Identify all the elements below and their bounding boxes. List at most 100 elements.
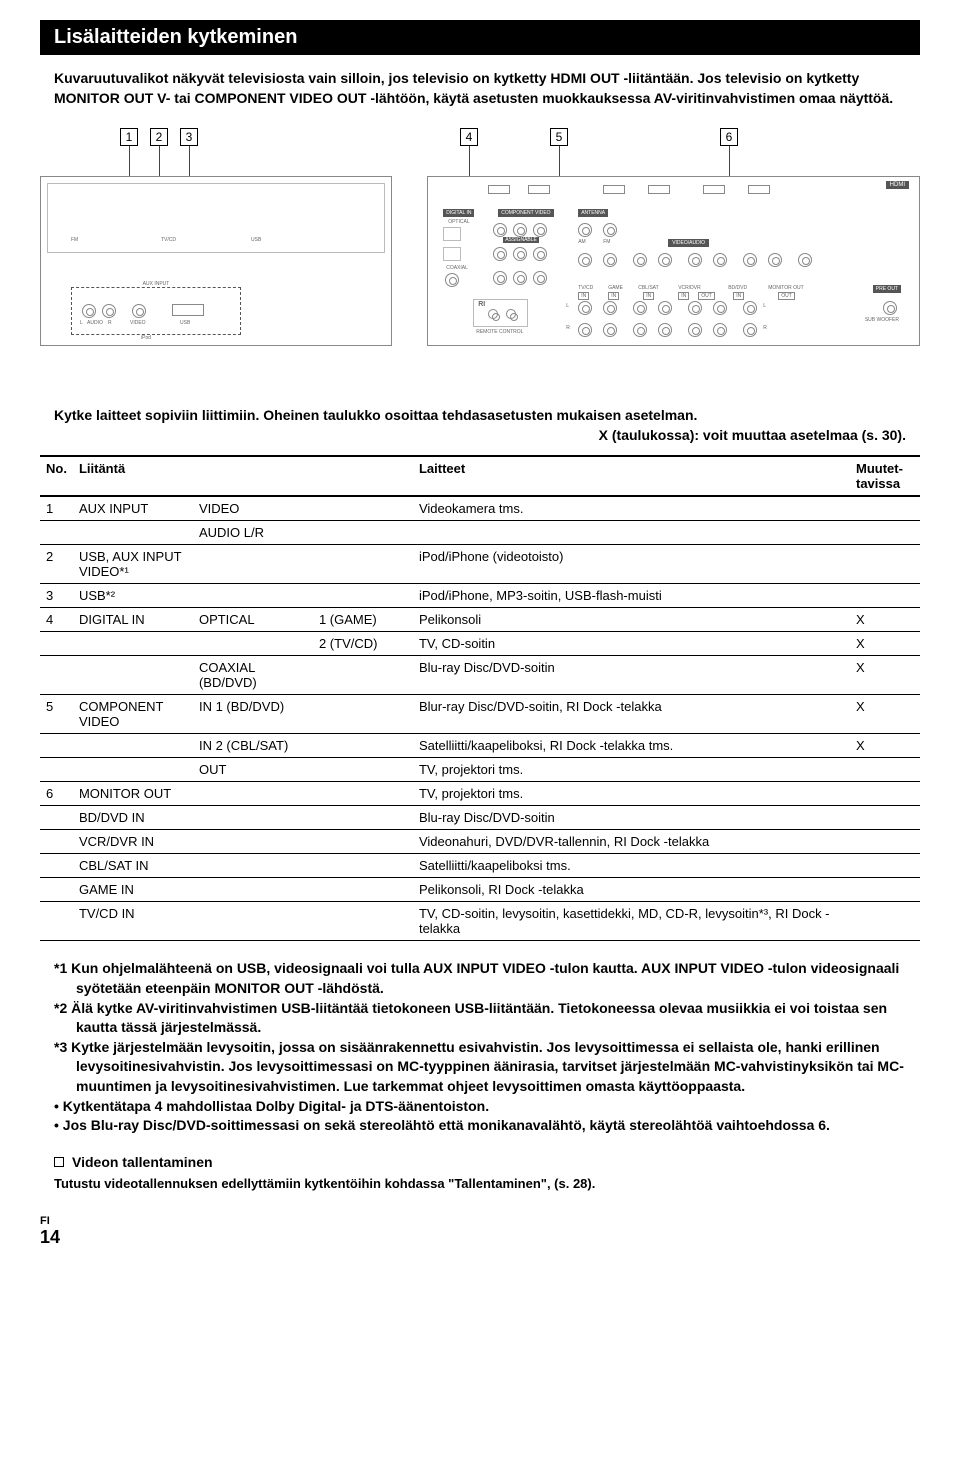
table-row: 2USB, AUX INPUT VIDEO*¹iPod/iPhone (vide… <box>40 545 920 584</box>
table-cell <box>193 632 313 656</box>
table-header-row: No. Liitäntä Laitteet Muutet-tavissa <box>40 456 920 496</box>
footnote-line: • Kytkentätapa 4 mahdollistaa Dolby Digi… <box>54 1097 920 1117</box>
table-cell <box>73 521 193 545</box>
table-row: 5COMPONENT VIDEOIN 1 (BD/DVD)Blur-ray Di… <box>40 695 920 734</box>
footnote-line: • Jos Blu-ray Disc/DVD-soittimessasi on … <box>54 1116 920 1136</box>
table-cell <box>73 758 193 782</box>
table-cell <box>40 806 73 830</box>
table-cell <box>313 584 413 608</box>
footnote-line: *2 Älä kytke AV-viritinvahvistimen USB-l… <box>54 999 920 1038</box>
table-cell: TV, projektori tms. <box>413 758 850 782</box>
table-cell <box>850 854 920 878</box>
table-cell <box>850 878 920 902</box>
table-cell <box>313 734 413 758</box>
callout-bar: 1 2 3 4 5 6 <box>40 128 920 168</box>
table-row: COAXIAL (BD/DVD)Blu-ray Disc/DVD-soitinX <box>40 656 920 695</box>
table-cell: CBL/SAT IN <box>73 854 193 878</box>
table-cell <box>313 758 413 782</box>
table-cell: OPTICAL <box>193 608 313 632</box>
table-cell <box>850 496 920 521</box>
table-cell <box>40 656 73 695</box>
table-cell <box>313 545 413 584</box>
table-cell <box>73 632 193 656</box>
table-cell <box>850 758 920 782</box>
table-cell <box>193 902 313 941</box>
table-cell <box>193 545 313 584</box>
table-cell: AUX INPUT <box>73 496 193 521</box>
table-cell <box>313 902 413 941</box>
front-panel: AUX INPUT L AUDIO R VIDEO USB iPod FM TV… <box>40 176 392 346</box>
table-cell: COAXIAL (BD/DVD) <box>193 656 313 695</box>
table-cell: 2 <box>40 545 73 584</box>
table-cell: Satelliitti/kaapeliboksi, RI Dock -telak… <box>413 734 850 758</box>
table-cell: TV/CD IN <box>73 902 193 941</box>
callout-4: 4 <box>460 128 478 146</box>
table-cell: TV, projektori tms. <box>413 782 850 806</box>
table-cell <box>40 902 73 941</box>
table-cell: iPod/iPhone (videotoisto) <box>413 545 850 584</box>
callout-5: 5 <box>550 128 568 146</box>
table-cell: Blur-ray Disc/DVD-soitin, RI Dock -telak… <box>413 695 850 734</box>
table-cell <box>193 830 313 854</box>
callout-3: 3 <box>180 128 198 146</box>
table-cell <box>850 545 920 584</box>
table-cell <box>313 854 413 878</box>
table-cell: TV, CD-soitin <box>413 632 850 656</box>
table-cell <box>850 782 920 806</box>
table-cell <box>73 734 193 758</box>
table-row: 6MONITOR OUTTV, projektori tms. <box>40 782 920 806</box>
table-cell <box>40 854 73 878</box>
table-cell: X <box>850 695 920 734</box>
table-cell: Satelliitti/kaapeliboksi tms. <box>413 854 850 878</box>
table-cell <box>40 521 73 545</box>
table-cell: iPod/iPhone, MP3-soitin, USB-flash-muist… <box>413 584 850 608</box>
footer-lang: FI <box>40 1215 920 1227</box>
table-lead-line2: X (taulukossa): voit muuttaa asetelmaa (… <box>54 426 920 446</box>
table-cell <box>313 878 413 902</box>
table-cell: VIDEO <box>193 496 313 521</box>
callout-1: 1 <box>120 128 138 146</box>
table-cell <box>193 584 313 608</box>
table-row: VCR/DVR INVideonahuri, DVD/DVR-tallennin… <box>40 830 920 854</box>
th-laitteet: Laitteet <box>413 456 850 496</box>
table-row: BD/DVD IN Blu-ray Disc/DVD-soitin <box>40 806 920 830</box>
callout-6: 6 <box>720 128 738 146</box>
table-cell <box>193 806 313 830</box>
table-cell: Blu-ray Disc/DVD-soitin <box>413 806 850 830</box>
table-cell: Blu-ray Disc/DVD-soitin <box>413 656 850 695</box>
table-cell: Pelikonsoli <box>413 608 850 632</box>
table-cell <box>850 521 920 545</box>
table-lead-line1: Kytke laitteet sopiviin liittimiin. Ohei… <box>54 407 697 423</box>
table-cell: BD/DVD IN <box>73 806 193 830</box>
table-cell <box>40 830 73 854</box>
table-cell <box>193 878 313 902</box>
checkbox-icon <box>54 1157 64 1167</box>
table-lead: Kytke laitteet sopiviin liittimiin. Ohei… <box>40 406 920 445</box>
table-cell: 2 (TV/CD) <box>313 632 413 656</box>
sub-heading: Videon tallentaminen <box>40 1154 920 1170</box>
section-title: Lisälaitteiden kytkeminen <box>40 20 920 55</box>
table-cell: 1 (GAME) <box>313 608 413 632</box>
table-row: 3USB*²iPod/iPhone, MP3-soitin, USB-flash… <box>40 584 920 608</box>
table-cell <box>313 695 413 734</box>
sub-heading-text: Videon tallentaminen <box>72 1154 213 1170</box>
footnotes: *1 Kun ohjelmalähteenä on USB, videosign… <box>40 959 920 1135</box>
table-cell <box>413 521 850 545</box>
table-cell: GAME IN <box>73 878 193 902</box>
table-cell: Videokamera tms. <box>413 496 850 521</box>
footnote-line: *3 Kytke järjestelmään levysoitin, jossa… <box>54 1038 920 1097</box>
connection-table: No. Liitäntä Laitteet Muutet-tavissa 1AU… <box>40 455 920 941</box>
table-cell: OUT <box>193 758 313 782</box>
th-no: No. <box>40 456 73 496</box>
table-cell: VCR/DVR IN <box>73 830 193 854</box>
table-cell: X <box>850 608 920 632</box>
table-cell <box>313 830 413 854</box>
table-cell: 5 <box>40 695 73 734</box>
table-cell <box>850 584 920 608</box>
table-cell: Pelikonsoli, RI Dock -telakka <box>413 878 850 902</box>
table-cell <box>40 632 73 656</box>
table-row: IN 2 (CBL/SAT)Satelliitti/kaapeliboksi, … <box>40 734 920 758</box>
table-cell: 4 <box>40 608 73 632</box>
table-cell: X <box>850 632 920 656</box>
table-cell: 1 <box>40 496 73 521</box>
